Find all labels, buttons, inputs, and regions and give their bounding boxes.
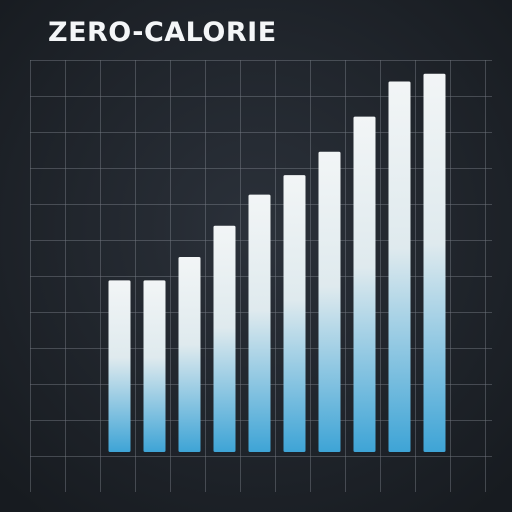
bar [423, 73, 446, 452]
bar [178, 257, 201, 452]
bar [143, 280, 166, 452]
bar [283, 175, 306, 452]
bar [353, 116, 376, 452]
bar [248, 194, 271, 452]
bar [213, 225, 236, 452]
bar [388, 81, 411, 452]
chart-title: ZERO-CALORIE [48, 17, 277, 48]
bar [318, 151, 341, 452]
bar [108, 280, 131, 452]
